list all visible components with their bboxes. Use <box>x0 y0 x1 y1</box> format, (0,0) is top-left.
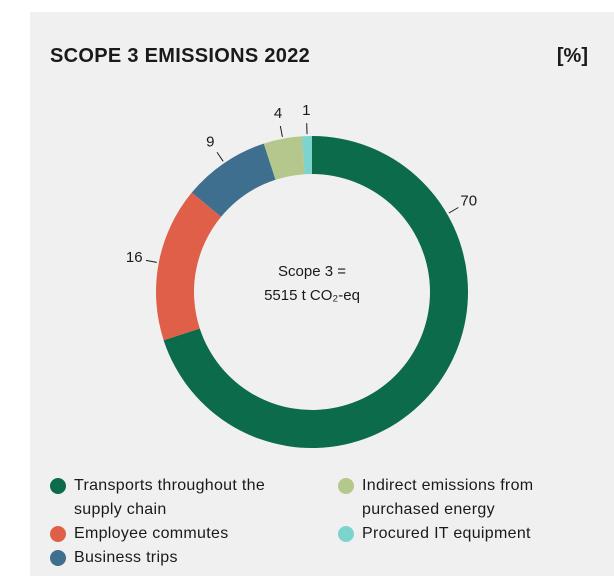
panel <box>30 12 614 576</box>
leader-line <box>216 151 224 162</box>
data-label: 9 <box>206 133 214 150</box>
unit-label: [%] <box>556 45 588 67</box>
donut-segment <box>302 136 312 175</box>
legend-label: Indirect emissions from purchased energy <box>362 477 534 518</box>
legend-swatch <box>50 526 66 542</box>
legend-item: Business trips <box>50 546 334 570</box>
data-label: 1 <box>302 102 310 119</box>
donut-segment <box>191 143 276 217</box>
legend-label: Business trips <box>74 549 178 566</box>
legend-label: Employee commutes <box>74 525 229 542</box>
legend-item: Transports throughout the supply chain <box>50 474 304 522</box>
legend-swatch <box>338 526 354 542</box>
leader-line <box>279 125 283 137</box>
donut-segment <box>155 192 222 341</box>
data-label: 16 <box>126 249 143 266</box>
legend-swatch <box>50 550 66 566</box>
legend-item: Indirect emissions from purchased energy <box>338 474 602 522</box>
chart-title: SCOPE 3 EMISSIONS 2022 <box>50 45 311 67</box>
leader-line <box>448 207 459 214</box>
legend-label: Transports throughout the supply chain <box>74 477 266 518</box>
data-label: 4 <box>274 105 282 122</box>
legend-swatch <box>338 478 354 494</box>
legend-label: Procured IT equipment <box>362 525 531 542</box>
center-text: 5515 t CO₂-eq <box>264 287 360 304</box>
donut-segment <box>263 136 305 180</box>
legend-swatch <box>50 478 66 494</box>
data-label: 70 <box>460 192 477 209</box>
legend-item: Procured IT equipment <box>338 522 614 546</box>
center-text: Scope 3 = <box>278 263 346 280</box>
leader-line <box>145 259 157 263</box>
legend-item: Employee commutes <box>50 522 334 546</box>
